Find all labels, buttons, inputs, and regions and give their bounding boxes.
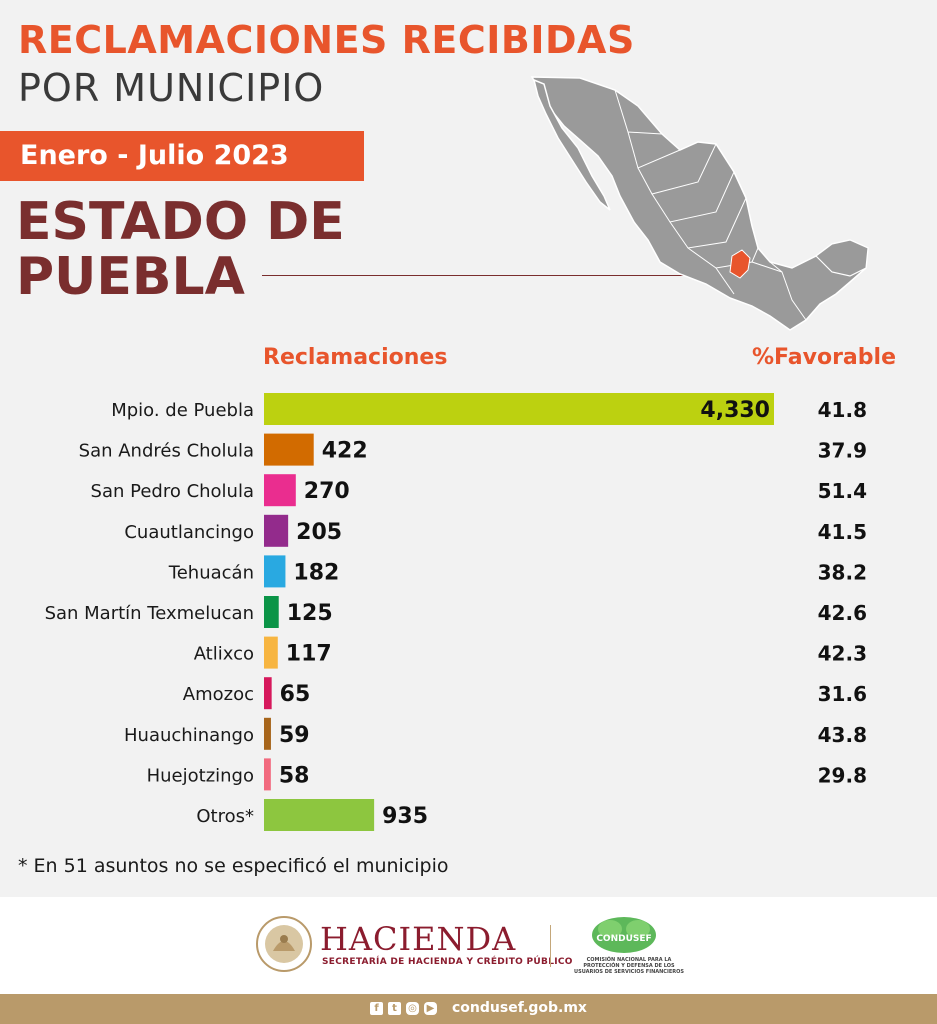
website-link[interactable]: condusef.gob.mx bbox=[452, 1000, 587, 1016]
bar bbox=[264, 636, 278, 669]
map-pointer-line bbox=[262, 275, 732, 276]
category-label: Otros* bbox=[196, 806, 254, 827]
footnote: * En 51 asuntos no se especificó el muni… bbox=[18, 855, 449, 877]
bar-value-label: 422 bbox=[322, 439, 368, 464]
bar-value-label: 58 bbox=[279, 763, 310, 788]
bar bbox=[264, 555, 286, 588]
favorable-pct-label: 37.9 bbox=[818, 439, 867, 463]
bar bbox=[264, 514, 289, 547]
favorable-pct-label: 29.8 bbox=[818, 763, 867, 787]
condusef-logo-text: CONDUSEF bbox=[596, 934, 651, 944]
baja-california bbox=[532, 78, 611, 211]
facebook-icon[interactable]: f bbox=[370, 1002, 383, 1015]
bar bbox=[264, 433, 314, 466]
title-line-1: RECLAMACIONES RECIBIDAS bbox=[18, 18, 635, 62]
bar-value-label: 182 bbox=[293, 560, 339, 585]
bottom-bar bbox=[0, 994, 937, 1024]
state-title-line-1: ESTADO DE bbox=[16, 192, 345, 252]
category-label: Amozoc bbox=[183, 684, 254, 705]
mexico-map bbox=[530, 76, 869, 331]
yucatan-peninsula bbox=[815, 239, 869, 277]
bar-value-label: 125 bbox=[287, 601, 333, 626]
category-label: Huejotzingo bbox=[147, 765, 254, 786]
period-banner: Enero - Julio 2023 bbox=[0, 131, 364, 181]
category-label: San Andrés Cholula bbox=[79, 441, 254, 462]
bar-value-label: 65 bbox=[280, 682, 311, 707]
bar-value-label: 117 bbox=[286, 642, 332, 667]
favorable-pct-label: 42.6 bbox=[818, 601, 867, 625]
period-label: Enero - Julio 2023 bbox=[20, 140, 289, 171]
hacienda-subtitle: SECRETARÍA DE HACIENDA Y CRÉDITO PÚBLICO bbox=[322, 957, 573, 967]
favorable-pct-label: 41.8 bbox=[818, 398, 867, 422]
bar-value-label: 205 bbox=[296, 520, 342, 545]
footer-divider bbox=[550, 925, 551, 967]
bar bbox=[264, 474, 296, 507]
condusef-subtitle: COMISIÓN NACIONAL PARA LA PROTECCIÓN Y D… bbox=[574, 957, 684, 975]
bar-value-label: 935 bbox=[382, 804, 428, 829]
bar-value-label: 4,330 bbox=[700, 398, 770, 423]
category-label: Atlixco bbox=[194, 644, 254, 665]
bar bbox=[264, 758, 271, 791]
category-label: Cuautlancingo bbox=[124, 522, 254, 543]
favorable-pct-label: 43.8 bbox=[818, 723, 867, 747]
bar bbox=[264, 393, 774, 425]
category-label: San Martín Texmelucan bbox=[45, 603, 254, 624]
bar bbox=[264, 596, 279, 628]
bar bbox=[264, 717, 271, 750]
state-title-line-2: PUEBLA bbox=[16, 247, 245, 307]
favorable-pct-label: 31.6 bbox=[818, 682, 867, 706]
bar-value-label: 59 bbox=[279, 723, 310, 748]
favorable-pct-label: 51.4 bbox=[818, 479, 867, 503]
state-borders bbox=[614, 89, 807, 321]
bar bbox=[264, 677, 272, 710]
column-header-favorable: %Favorable bbox=[752, 345, 896, 370]
title-line-2: POR MUNICIPIO bbox=[18, 66, 325, 110]
condusef-logo: CONDUSEF bbox=[592, 917, 656, 953]
category-label: Huauchinango bbox=[124, 725, 254, 746]
bar-value-label: 270 bbox=[304, 479, 350, 504]
favorable-pct-label: 38.2 bbox=[818, 560, 867, 584]
mexico-mainland bbox=[530, 76, 869, 331]
instagram-icon[interactable]: ◎ bbox=[406, 1002, 419, 1015]
youtube-icon[interactable]: ▶ bbox=[424, 1002, 437, 1015]
category-label: San Pedro Cholula bbox=[91, 481, 254, 502]
category-label: Tehuacán bbox=[168, 562, 254, 583]
category-label: Mpio. de Puebla bbox=[111, 400, 254, 421]
mexico-seal-logo bbox=[256, 916, 312, 972]
favorable-pct-label: 42.3 bbox=[818, 642, 867, 666]
bar bbox=[264, 799, 375, 831]
footer-panel bbox=[0, 897, 937, 994]
twitter-icon[interactable]: t bbox=[388, 1002, 401, 1015]
bar-chart: Mpio. de Puebla 4,330 41.8 San Andrés Cholu… bbox=[45, 393, 867, 831]
hacienda-logo-text: HACIENDA bbox=[320, 920, 517, 958]
favorable-pct-label: 41.5 bbox=[818, 520, 867, 544]
column-header-reclamaciones: Reclamaciones bbox=[263, 345, 448, 370]
puebla-highlight bbox=[729, 249, 751, 279]
